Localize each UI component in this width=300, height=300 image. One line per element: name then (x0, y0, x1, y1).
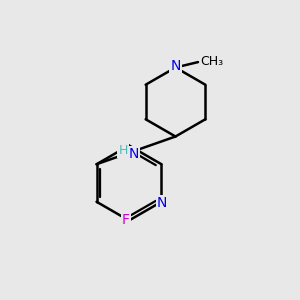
Text: F: F (122, 213, 130, 227)
Text: CH₃: CH₃ (200, 55, 223, 68)
Text: N: N (129, 147, 140, 161)
Text: N: N (170, 59, 181, 73)
Text: N: N (157, 196, 167, 210)
Text: H: H (118, 144, 128, 157)
